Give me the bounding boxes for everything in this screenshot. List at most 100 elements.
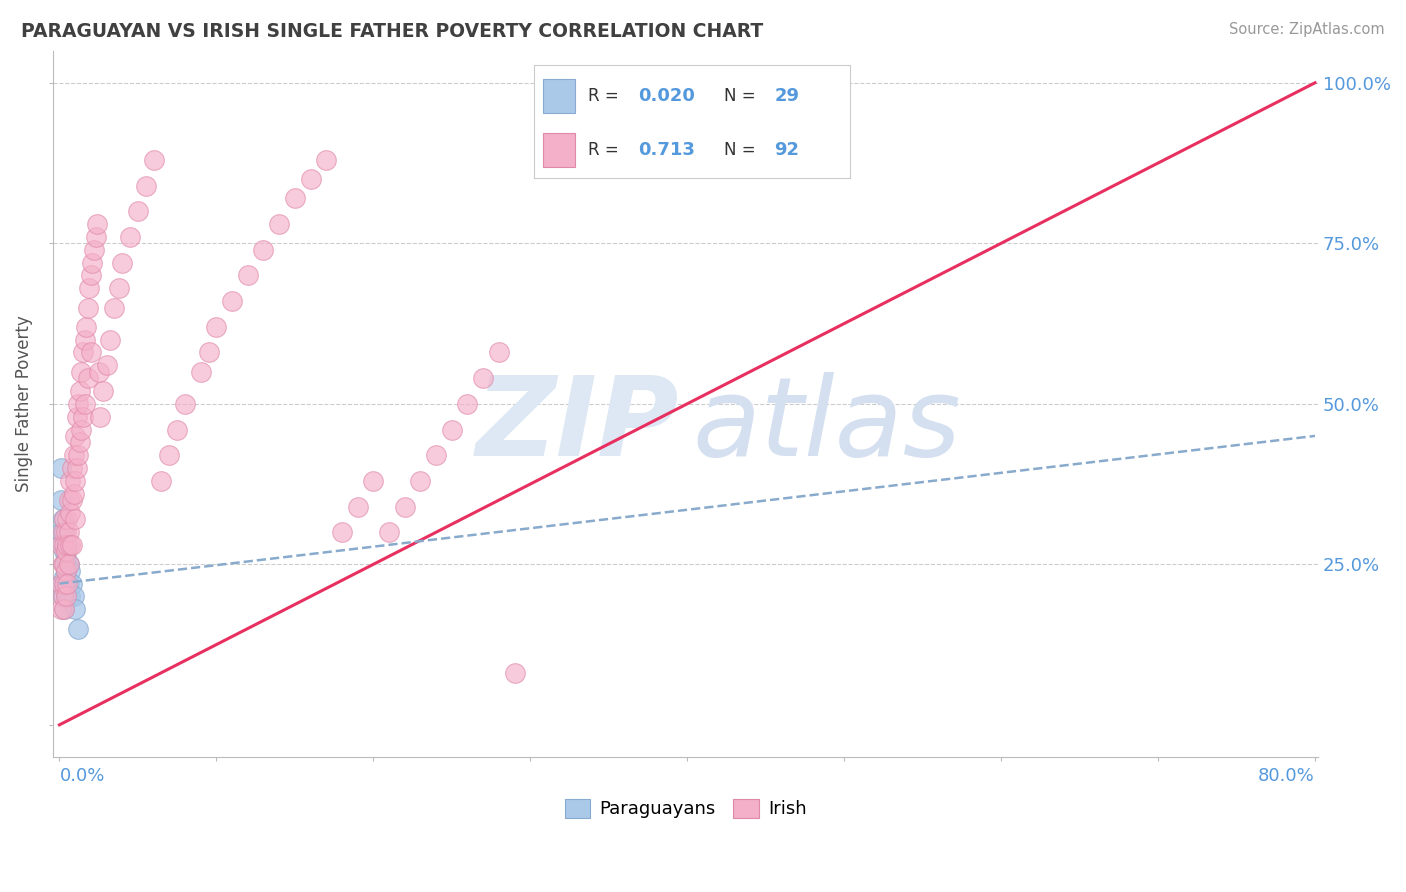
Point: [58, 493, 80, 508]
Point: [118, 230, 141, 244]
Point: [425, 448, 447, 462]
Point: [69, 435, 91, 450]
Point: [157, 448, 180, 462]
Point: [67, 448, 90, 462]
Point: [49, 461, 72, 475]
Point: [56, 576, 79, 591]
Text: 80.0%: 80.0%: [1258, 766, 1315, 785]
Point: [73, 333, 96, 347]
Point: [59, 538, 82, 552]
Point: [166, 423, 188, 437]
Point: [59, 564, 82, 578]
Point: [49, 602, 72, 616]
Point: [315, 153, 337, 167]
Point: [330, 525, 353, 540]
Point: [89, 409, 111, 424]
Point: [472, 371, 495, 385]
Point: [51, 512, 73, 526]
Point: [73, 397, 96, 411]
Point: [87, 365, 110, 379]
Point: [60, 461, 83, 475]
Point: [59, 506, 82, 520]
Point: [53, 602, 76, 616]
Point: [59, 590, 82, 604]
Point: [53, 602, 76, 616]
Point: [63, 512, 86, 526]
Point: [67, 397, 90, 411]
Text: 0.0%: 0.0%: [59, 766, 105, 785]
Point: [269, 217, 291, 231]
Point: [69, 384, 91, 398]
Point: [49, 525, 72, 540]
Point: [55, 544, 77, 558]
Point: [63, 429, 86, 443]
Point: [84, 230, 107, 244]
Point: [62, 448, 84, 462]
Point: [58, 576, 80, 591]
Point: [53, 576, 76, 591]
Point: [503, 666, 526, 681]
Point: [51, 590, 73, 604]
Point: [62, 590, 84, 604]
Point: [56, 590, 79, 604]
Point: [55, 590, 77, 604]
Point: [108, 281, 131, 295]
Point: [284, 191, 307, 205]
Text: ZIP: ZIP: [475, 371, 679, 478]
Point: [56, 538, 79, 552]
Legend: Paraguayans, Irish: Paraguayans, Irish: [558, 792, 814, 826]
Point: [53, 538, 76, 552]
Text: PARAGUAYAN VS IRISH SINGLE FATHER POVERTY CORRELATION CHART: PARAGUAYAN VS IRISH SINGLE FATHER POVERT…: [21, 22, 763, 41]
Point: [150, 474, 173, 488]
Point: [80, 268, 103, 283]
Y-axis label: Single Father Poverty: Single Father Poverty: [15, 316, 32, 492]
Point: [70, 365, 93, 379]
Point: [82, 255, 104, 269]
Point: [76, 301, 98, 315]
Point: [53, 570, 76, 584]
Point: [346, 500, 368, 514]
Point: [49, 493, 72, 508]
Point: [135, 178, 157, 193]
Point: [93, 384, 115, 398]
Point: [56, 558, 79, 572]
Point: [63, 602, 86, 616]
Point: [75, 319, 97, 334]
Point: [96, 359, 118, 373]
Point: [80, 345, 103, 359]
Point: [51, 590, 73, 604]
Point: [409, 474, 432, 488]
Point: [55, 564, 77, 578]
Point: [76, 371, 98, 385]
Point: [378, 525, 401, 540]
Point: [58, 558, 80, 572]
Point: [83, 243, 105, 257]
Point: [51, 538, 73, 552]
Point: [55, 550, 77, 565]
Point: [67, 622, 90, 636]
Point: [55, 564, 77, 578]
Point: [299, 172, 322, 186]
Point: [72, 409, 94, 424]
Point: [66, 461, 89, 475]
Point: [63, 474, 86, 488]
Point: [53, 544, 76, 558]
Point: [62, 486, 84, 500]
Point: [77, 281, 100, 295]
Point: [60, 493, 83, 508]
Point: [56, 538, 79, 552]
Point: [190, 365, 212, 379]
Point: [53, 512, 76, 526]
Point: [59, 474, 82, 488]
Point: [221, 294, 243, 309]
Point: [53, 525, 76, 540]
Point: [456, 397, 478, 411]
Point: [49, 576, 72, 591]
Point: [53, 558, 76, 572]
Point: [197, 345, 219, 359]
Point: [86, 217, 108, 231]
Point: [174, 397, 197, 411]
Point: [127, 204, 149, 219]
Point: [103, 301, 125, 315]
Point: [56, 512, 79, 526]
